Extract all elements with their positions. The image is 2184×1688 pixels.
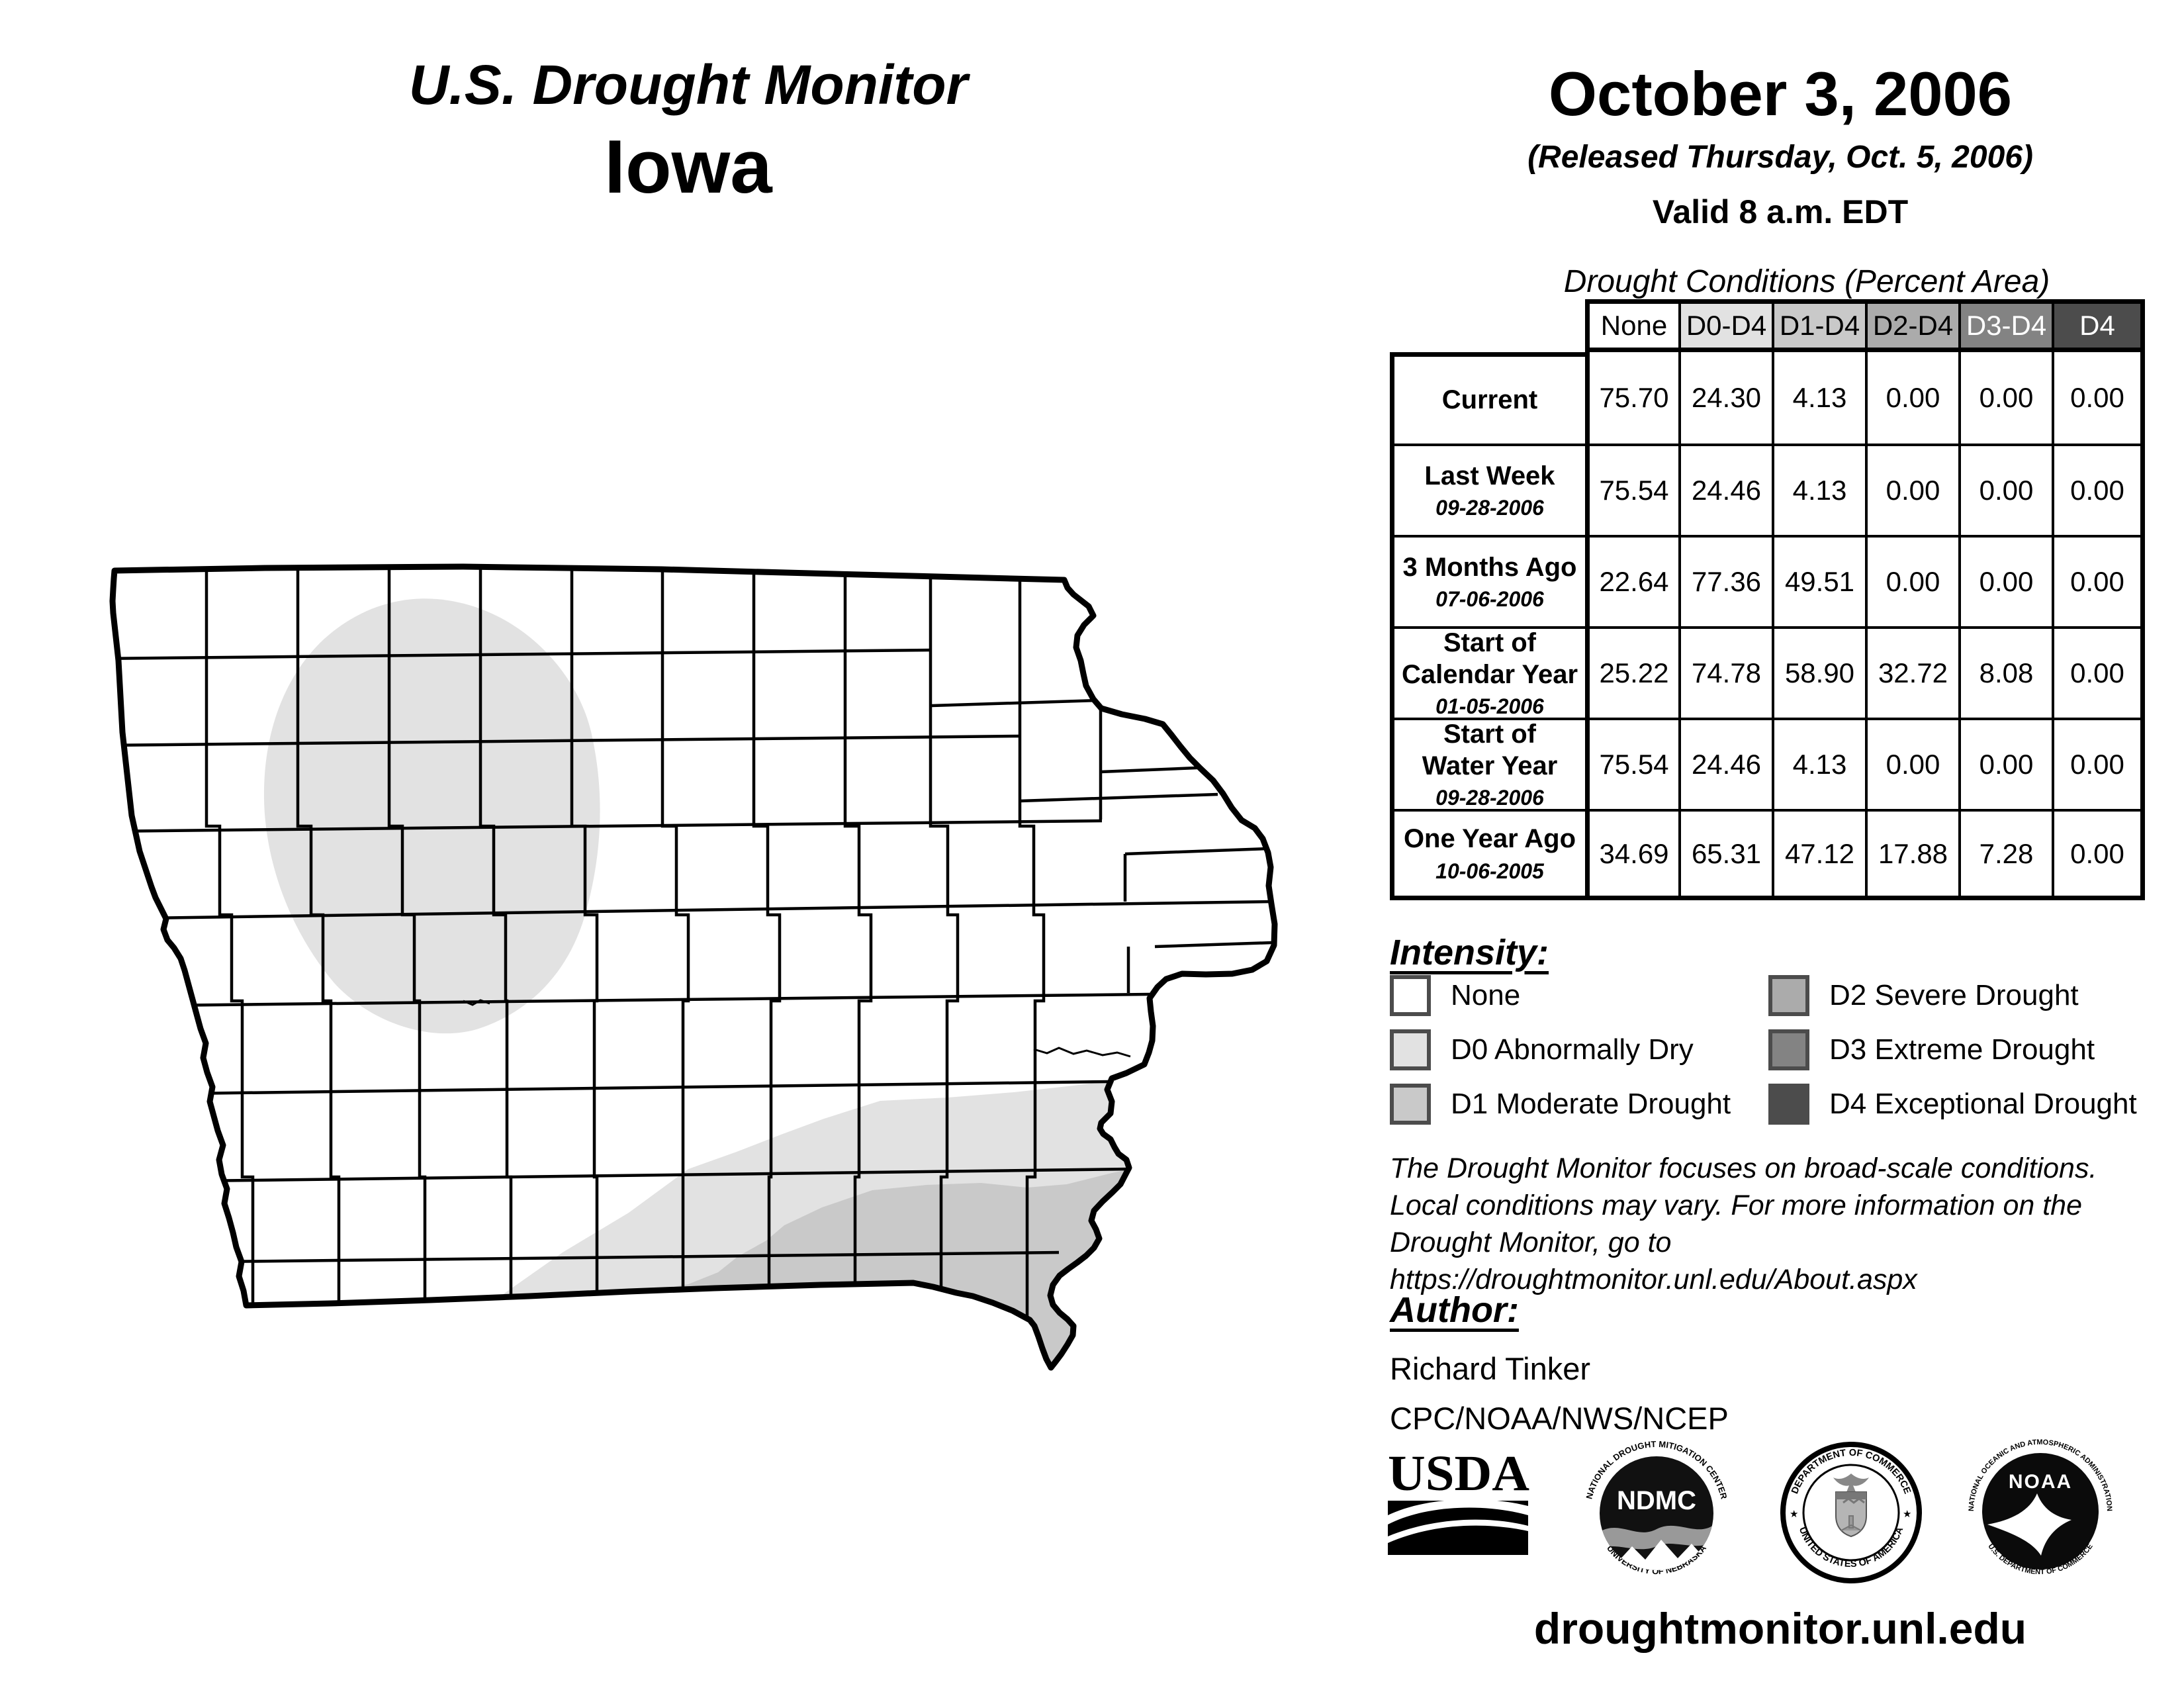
table-value: 0.00 <box>1958 718 2052 809</box>
table-value: 0.00 <box>1958 444 2052 535</box>
state-name: Iowa <box>604 125 772 209</box>
author-block: Author: Richard Tinker CPC/NOAA/NWS/NCEP <box>1390 1289 2184 1436</box>
col-header-d4: D4 <box>2052 299 2145 352</box>
author-org: CPC/NOAA/NWS/NCEP <box>1390 1401 1729 1436</box>
table-value: 0.00 <box>1865 718 1958 809</box>
table-value: 0.00 <box>1865 444 1958 535</box>
legend-item-d1: D1 Moderate Drought <box>1390 1084 1731 1125</box>
d4-swatch <box>1768 1084 1809 1125</box>
drought-monitor-url: droughtmonitor.unl.edu <box>1533 1604 2027 1653</box>
d2-swatch <box>1768 975 1809 1016</box>
row-label: One Year Ago 10-06-2005 <box>1390 809 1585 900</box>
col-header-d1-d4: D1-D4 <box>1772 299 1865 352</box>
legend-item-d3: D3 Extreme Drought <box>1768 1029 2095 1070</box>
table-value: 25.22 <box>1585 626 1678 718</box>
svg-text:USDA: USDA <box>1388 1446 1529 1501</box>
row-label: 3 Months Ago 07-06-2006 <box>1390 535 1585 626</box>
col-header-d2-d4: D2-D4 <box>1865 299 1958 352</box>
author-name: Richard Tinker <box>1390 1351 1590 1386</box>
table-value: 24.30 <box>1678 352 1772 444</box>
d0-swatch <box>1390 1029 1431 1070</box>
department-of-commerce-seal-icon: DEPARTMENT OF COMMERCE UNITED STATES OF … <box>1780 1442 1922 1583</box>
table-value: 22.64 <box>1585 535 1678 626</box>
table-value: 4.13 <box>1772 444 1865 535</box>
table-value: 77.36 <box>1678 535 1772 626</box>
disclaimer-line: The Drought Monitor focuses on broad-sca… <box>1390 1152 2097 1184</box>
legend-title: Intensity: <box>1390 933 1549 972</box>
table-value: 0.00 <box>1958 535 2052 626</box>
agency-logos: USDA NATIONAL DROUGHT MITIGATION CENTER … <box>1383 1430 2151 1595</box>
row-label: Last Week 09-28-2006 <box>1390 444 1585 535</box>
disclaimer-line: Local conditions may vary. For more info… <box>1390 1189 2083 1221</box>
row-label: Start of Water Year 09-28-2006 <box>1390 718 1585 810</box>
author-heading: Author: <box>1390 1290 1519 1330</box>
svg-text:★: ★ <box>1903 1509 1911 1520</box>
table-value: 0.00 <box>2052 718 2145 809</box>
table-value: 4.13 <box>1772 352 1865 444</box>
table-value: 0.00 <box>2052 626 2145 718</box>
table-value: 24.46 <box>1678 444 1772 535</box>
table-value: 74.78 <box>1678 626 1772 718</box>
d0-region-northwest <box>263 598 600 1034</box>
table-value: 0.00 <box>2052 352 2145 444</box>
table-value: 58.90 <box>1772 626 1865 718</box>
svg-text:NDMC: NDMC <box>1617 1486 1696 1515</box>
report-title-block: U.S. Drought Monitor Iowa <box>0 53 1377 211</box>
shield-icon <box>1835 1491 1867 1538</box>
svg-text:★: ★ <box>1790 1509 1798 1520</box>
disclaimer: The Drought Monitor focuses on broad-sca… <box>1390 1150 2184 1299</box>
county-lines <box>113 567 1273 1317</box>
none-swatch <box>1390 975 1431 1016</box>
table-value: 0.00 <box>1865 352 1958 444</box>
table-value: 65.31 <box>1678 809 1772 900</box>
d3-swatch <box>1768 1029 1809 1070</box>
table-value: 75.70 <box>1585 352 1678 444</box>
drought-conditions-table: None D0-D4 D1-D4 D2-D4 D3-D4 D4 Current … <box>1390 299 2145 900</box>
legend-item-d0: D0 Abnormally Dry <box>1390 1029 1694 1070</box>
ndmc-logo-icon: NATIONAL DROUGHT MITIGATION CENTER UNIVE… <box>1584 1439 1729 1576</box>
table-title: Drought Conditions (Percent Area) <box>1563 264 2050 299</box>
table-value: 24.46 <box>1678 718 1772 809</box>
row-label: Current <box>1390 352 1585 444</box>
table-value: 8.08 <box>1958 626 2052 718</box>
d1-swatch <box>1390 1084 1431 1125</box>
col-header-d3-d4: D3-D4 <box>1958 299 2052 352</box>
disclaimer-line: Drought Monitor, go to https://droughtmo… <box>1390 1226 1917 1295</box>
table-value: 0.00 <box>2052 809 2145 900</box>
iowa-drought-map <box>109 563 1278 1371</box>
release-date: (Released Thursday, Oct. 5, 2006) <box>1527 140 2033 175</box>
table-value: 0.00 <box>2052 444 2145 535</box>
legend-item-d2: D2 Severe Drought <box>1768 975 2079 1016</box>
table-value: 49.51 <box>1772 535 1865 626</box>
noaa-logo-icon: NATIONAL OCEANIC AND ATMOSPHERIC ADMINIS… <box>1968 1438 2113 1576</box>
legend-item-none: None <box>1390 975 1520 1016</box>
state-outline <box>109 563 1278 1371</box>
svg-text:NOAA: NOAA <box>2009 1471 2072 1493</box>
table-value: 17.88 <box>1865 809 1958 900</box>
map-date: October 3, 2006 <box>1548 59 2013 128</box>
table-value: 4.13 <box>1772 718 1865 809</box>
usda-logo-icon: USDA <box>1388 1446 1529 1555</box>
table-value: 0.00 <box>2052 535 2145 626</box>
table-value: 7.28 <box>1958 809 2052 900</box>
legend-item-d4: D4 Exceptional Drought <box>1768 1084 2137 1125</box>
row-label: Start of Calendar Year 01-05-2006 <box>1390 626 1585 718</box>
table-value: 0.00 <box>1865 535 1958 626</box>
valid-time: Valid 8 a.m. EDT <box>1652 193 1909 230</box>
table-value: 75.54 <box>1585 718 1678 809</box>
table-value: 75.54 <box>1585 444 1678 535</box>
col-header-d0-d4: D0-D4 <box>1678 299 1772 352</box>
col-header-none: None <box>1585 299 1678 352</box>
table-value: 32.72 <box>1865 626 1958 718</box>
table-value: 0.00 <box>1958 352 2052 444</box>
seagull-icon <box>1987 1493 2071 1556</box>
eagle-icon <box>1833 1474 1869 1492</box>
table-value: 47.12 <box>1772 809 1865 900</box>
intensity-legend: Intensity: None D0 Abnormally Dry D1 Mod… <box>1390 932 2184 1144</box>
table-value: 34.69 <box>1585 809 1678 900</box>
table-corner <box>1390 299 1585 352</box>
date-block: October 3, 2006 (Released Thursday, Oct.… <box>1377 58 2184 231</box>
report-title: U.S. Drought Monitor <box>408 54 968 116</box>
